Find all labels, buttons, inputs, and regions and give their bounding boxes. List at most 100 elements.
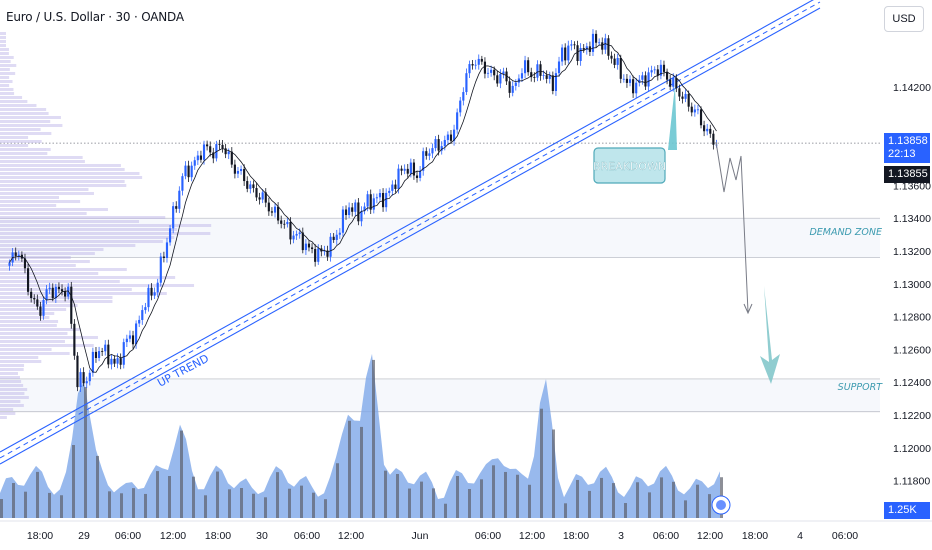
volume-bar [576, 479, 579, 518]
volume-profile [0, 32, 212, 419]
candle-body [110, 358, 113, 365]
candle-body [459, 100, 462, 113]
candle-body [270, 211, 274, 213]
candle-body [573, 44, 576, 46]
symbol-title[interactable]: Euro / U.S. Dollar · 30 · OANDA [6, 10, 184, 24]
projection-arrowhead [743, 303, 753, 315]
candle-body [536, 64, 539, 78]
profile-bar [0, 288, 132, 291]
channel-upper [0, 0, 814, 453]
candle-body [391, 184, 394, 191]
candle-body [366, 194, 369, 207]
currency-button[interactable]: USD [884, 6, 924, 32]
candle-body [138, 319, 141, 324]
candle-body [175, 206, 178, 209]
candle-body [79, 372, 82, 388]
profile-bar [0, 216, 166, 219]
candle-body [295, 233, 298, 236]
volume-bar [60, 495, 63, 518]
profile-bar [0, 92, 15, 95]
candle-body [30, 291, 33, 299]
price-tick-label: 1.12400 [893, 377, 931, 389]
candle-body [187, 165, 190, 178]
profile-bar [0, 124, 63, 127]
candle-body [273, 206, 277, 213]
candle-body [249, 184, 252, 189]
candle-body [332, 236, 335, 240]
volume-bar [144, 493, 147, 518]
candle-body [277, 206, 280, 221]
candle-body [594, 33, 598, 43]
candle-body [156, 282, 159, 293]
time-tick-label: 06:00 [653, 530, 679, 542]
candle-body [539, 64, 542, 76]
profile-bar [0, 164, 121, 167]
volume-bar [456, 475, 459, 518]
candle-body [301, 232, 304, 251]
volume-bar [336, 463, 339, 518]
candle-body [598, 42, 601, 44]
candle-body [443, 139, 446, 147]
profile-bar [0, 264, 76, 267]
candle-body [94, 351, 98, 358]
candle-body [60, 289, 64, 292]
candle-body [665, 71, 669, 80]
candle-body [709, 128, 712, 134]
candle-body [310, 247, 314, 250]
volume-bar [384, 470, 387, 518]
volume-bar [696, 484, 699, 518]
profile-bar [0, 400, 21, 403]
candle-body [474, 64, 477, 66]
candle-body [582, 48, 585, 50]
volume-bar [312, 492, 315, 518]
candle-body [551, 75, 554, 91]
candle-body [662, 64, 666, 72]
profile-bar [0, 36, 6, 39]
candle-body [712, 133, 715, 145]
candle-body [144, 307, 147, 311]
candle-body [82, 372, 85, 384]
profile-bar [0, 168, 125, 171]
support-label: SUPPORT [838, 382, 884, 393]
candle-body [255, 188, 258, 198]
candle-body [477, 58, 480, 65]
volume-bar [300, 485, 303, 518]
candle-body [101, 351, 104, 352]
volume-bar [132, 488, 135, 518]
candle-body [434, 139, 437, 149]
candle-body [314, 249, 317, 262]
price-tick-label: 1.14200 [893, 82, 931, 94]
volume-bar [708, 494, 711, 518]
volume-bar [192, 476, 195, 518]
profile-bar [0, 192, 94, 195]
candle-body [548, 75, 551, 79]
candle-body [85, 381, 88, 384]
volume-bar [396, 473, 399, 518]
candle-body [619, 57, 622, 79]
candle-body [224, 148, 227, 155]
profile-bar [0, 344, 94, 347]
candle-body [280, 220, 283, 224]
candle-body [131, 335, 135, 345]
volume-bar [648, 492, 651, 518]
volume-bar [156, 471, 159, 518]
profile-bar [0, 292, 167, 295]
candle-body [64, 291, 67, 297]
candle-body [338, 232, 341, 235]
candle-body [483, 61, 487, 74]
candle-body [449, 134, 453, 141]
candle-body [456, 112, 459, 130]
channel-lower [0, 7, 821, 465]
profile-bar [0, 408, 14, 411]
profile-bar [0, 40, 6, 43]
candle-body [54, 286, 57, 299]
candle-body [471, 64, 474, 66]
candle-body [527, 60, 530, 73]
candle-body [357, 202, 360, 222]
candle-body [307, 243, 311, 248]
channel-mid [0, 1, 821, 459]
profile-bar [0, 252, 95, 255]
price-tick-label: 1.13600 [893, 180, 931, 192]
candle-body [97, 351, 101, 358]
